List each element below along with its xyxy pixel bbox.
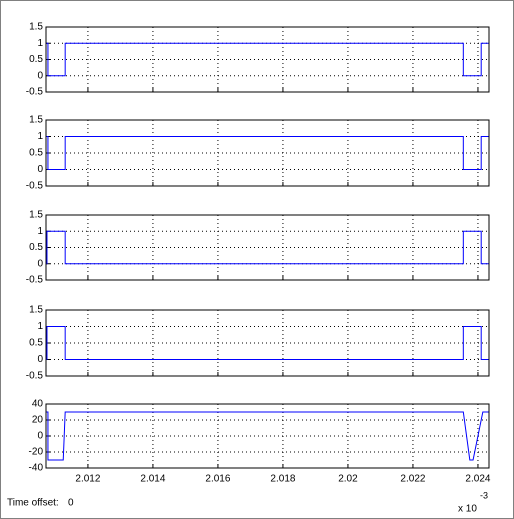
y-tick-label: 1.5 bbox=[29, 22, 43, 33]
y-tick-label: 0.5 bbox=[29, 338, 43, 349]
signal-trace bbox=[46, 42, 489, 77]
plot-area bbox=[45, 403, 490, 469]
signal-trace bbox=[46, 230, 489, 265]
x-exponent: -3 bbox=[480, 490, 488, 500]
x-tick-label: 2.018 bbox=[270, 474, 295, 485]
x-tick-label: 2.014 bbox=[140, 474, 165, 485]
y-tick-label: 0.5 bbox=[29, 54, 43, 65]
x-multiplier: x 10 bbox=[458, 504, 477, 515]
y-tick-label: 0 bbox=[37, 258, 43, 269]
y-tick-label: -0.5 bbox=[26, 275, 44, 286]
y-tick-label: 0 bbox=[37, 164, 43, 175]
plot-border bbox=[45, 309, 490, 377]
x-tick-label: 2.022 bbox=[400, 474, 425, 485]
plot-border bbox=[45, 26, 490, 93]
x-tick-label: 2.024 bbox=[465, 474, 490, 485]
y-tick-label: -20 bbox=[29, 447, 44, 458]
plot-border bbox=[45, 214, 490, 281]
y-tick-label: 1 bbox=[37, 131, 43, 142]
y-tick-label: 40 bbox=[32, 399, 44, 410]
y-tick-label: 0 bbox=[37, 431, 43, 442]
time-offset-value: 0 bbox=[68, 498, 74, 509]
y-tick-label: 20 bbox=[32, 415, 44, 426]
signal-trace bbox=[46, 136, 489, 170]
y-tick-label: 1.5 bbox=[29, 115, 43, 126]
plot-border bbox=[45, 119, 490, 187]
x-tick-label: 2.02 bbox=[338, 474, 358, 485]
y-tick-label: 1.5 bbox=[29, 305, 43, 316]
y-tick-label: 1 bbox=[37, 321, 43, 332]
y-tick-label: 0.5 bbox=[29, 242, 43, 253]
y-tick-label: -0.5 bbox=[26, 181, 44, 192]
y-tick-label: 0.5 bbox=[29, 148, 43, 159]
y-tick-label: 1 bbox=[37, 38, 43, 49]
time-offset-label: Time offset: bbox=[7, 498, 59, 509]
y-tick-label: -0.5 bbox=[26, 371, 44, 382]
x-tick-label: 2.016 bbox=[205, 474, 230, 485]
x-tick-label: 2.012 bbox=[75, 474, 100, 485]
plot-border bbox=[45, 403, 490, 469]
signal-trace bbox=[46, 411, 489, 461]
y-tick-label: 0 bbox=[37, 70, 43, 81]
signal-trace bbox=[46, 326, 489, 360]
y-tick-label: -0.5 bbox=[26, 87, 44, 98]
plot-area bbox=[45, 26, 490, 93]
y-tick-label: 1 bbox=[37, 226, 43, 237]
y-tick-label: 0 bbox=[37, 354, 43, 365]
y-tick-label: -40 bbox=[29, 463, 44, 474]
y-tick-label: 1.5 bbox=[29, 210, 43, 221]
